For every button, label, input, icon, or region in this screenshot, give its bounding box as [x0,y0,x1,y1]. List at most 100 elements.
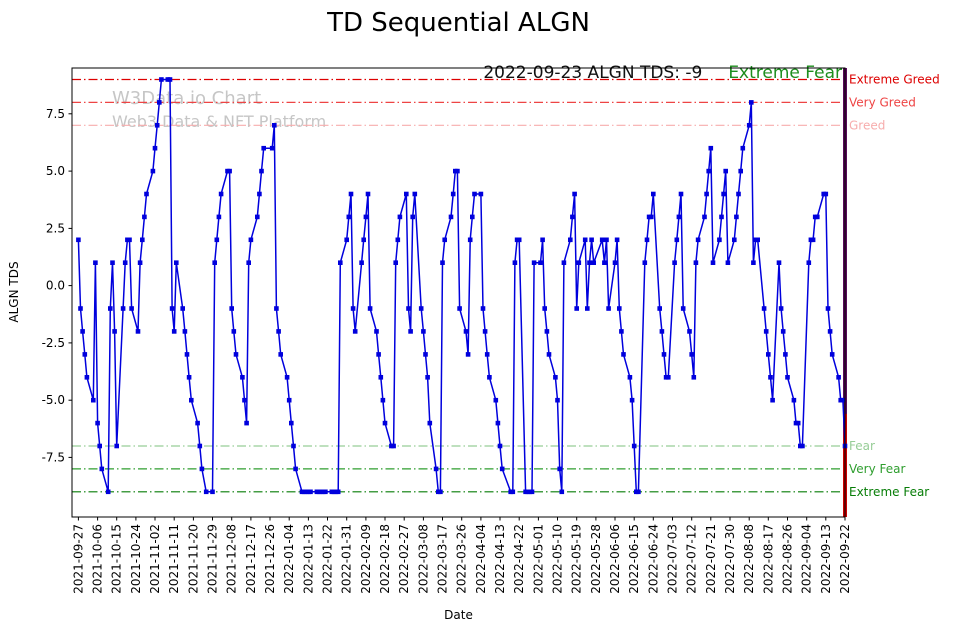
data-point-marker [719,214,724,220]
data-point-marker [374,329,379,334]
data-point-marker [84,375,90,380]
data-point-marker [406,306,411,311]
data-point-marker [723,168,728,174]
data-point-marker [746,123,752,128]
data-point-marker [510,489,516,495]
x-tick-label: 2022-04-04 [474,524,488,594]
page-title: TD Sequential ALGN [327,8,590,38]
data-point-marker [91,397,96,403]
data-point-marker [695,237,701,243]
data-point-marker [768,375,773,380]
data-point-marker [180,306,185,311]
data-point-marker [448,214,454,220]
data-point-marker [363,214,369,220]
x-tick-label: 2022-02-09 [359,524,373,594]
data-point-marker [233,352,239,357]
data-point-marker [335,489,341,495]
data-point-marker [274,306,279,311]
data-point-marker [195,420,200,426]
data-point-marker [231,329,237,334]
data-point-marker [582,237,588,243]
x-tick-label: 2022-07-30 [723,524,737,594]
data-point-marker [738,168,743,174]
data-point-marker [806,260,812,265]
x-tick-label: 2022-01-31 [340,524,354,594]
data-point-marker [574,306,579,311]
data-point-marker [717,237,722,243]
data-point-marker [423,352,428,357]
data-point-marker [689,352,694,357]
x-tick-label: 2022-06-24 [646,524,660,594]
data-point-marker [167,77,173,82]
x-tick-label: 2022-07-21 [704,524,718,594]
data-point-marker [212,260,217,265]
data-point-marker [783,352,788,357]
data-point-marker [672,260,677,265]
data-point-marker [644,237,650,243]
data-point-marker [546,352,552,357]
data-point-marker [484,352,490,357]
x-tick-label: 2022-08-17 [761,524,775,594]
data-point-marker [289,420,294,426]
data-point-marker [678,191,684,197]
data-point-marker [408,329,413,334]
x-tick-label: 2022-08-26 [781,524,795,594]
data-point-marker [693,260,699,265]
y-tick-label: 0.0 [46,279,65,293]
data-point-marker [825,306,831,311]
data-point-marker [442,237,447,243]
data-point-marker [455,168,460,174]
data-point-marker [704,191,709,197]
x-tick-label: 2022-08-08 [742,524,756,594]
x-tick-label: 2021-11-20 [186,524,200,594]
data-point-marker [840,397,846,403]
x-tick-label: 2022-06-06 [608,524,622,594]
data-point-marker [169,306,175,311]
data-point-marker [648,214,654,220]
data-point-marker [308,489,313,495]
data-point-marker [114,443,119,449]
data-point-marker [95,420,100,426]
data-point-marker [105,489,111,495]
data-point-marker [425,375,430,380]
x-tick-label: 2022-06-15 [627,524,641,594]
x-tick-label: 2022-01-22 [321,524,335,594]
data-point-marker [269,145,275,151]
data-point-marker [636,489,641,495]
data-point-marker [472,191,477,197]
data-point-marker [189,397,194,403]
data-point-marker [97,443,102,449]
data-point-marker [186,375,192,380]
data-point-marker [763,329,769,334]
data-point-marker [122,260,128,265]
data-point-marker [785,375,790,380]
x-tick-label: 2021-12-26 [263,524,277,594]
x-tick-label: 2021-09-27 [71,524,85,594]
data-point-marker [766,352,771,357]
data-point-marker [555,397,560,403]
data-point-marker [708,145,714,151]
data-point-marker [702,214,707,220]
data-point-marker [410,214,415,220]
data-point-marker [680,306,686,311]
data-point-marker [836,375,841,380]
x-tick-label: 2022-09-13 [819,524,833,594]
data-point-marker [286,397,292,403]
data-point-marker [93,260,98,265]
data-point-marker [478,191,484,197]
data-point-marker [182,329,188,334]
x-tick-label: 2022-09-04 [800,524,814,594]
data-point-marker [359,260,364,265]
data-point-marker [140,237,145,243]
data-point-marker [795,420,801,426]
data-point-marker [378,375,384,380]
data-point-marker [721,191,726,197]
data-point-marker [242,397,247,403]
data-point-marker [218,191,224,197]
x-tick-label: 2021-11-02 [148,524,162,594]
data-point-marker [203,489,209,495]
data-point-marker [497,443,503,449]
x-tick-label: 2022-05-28 [589,524,603,594]
data-point-marker [397,214,403,220]
